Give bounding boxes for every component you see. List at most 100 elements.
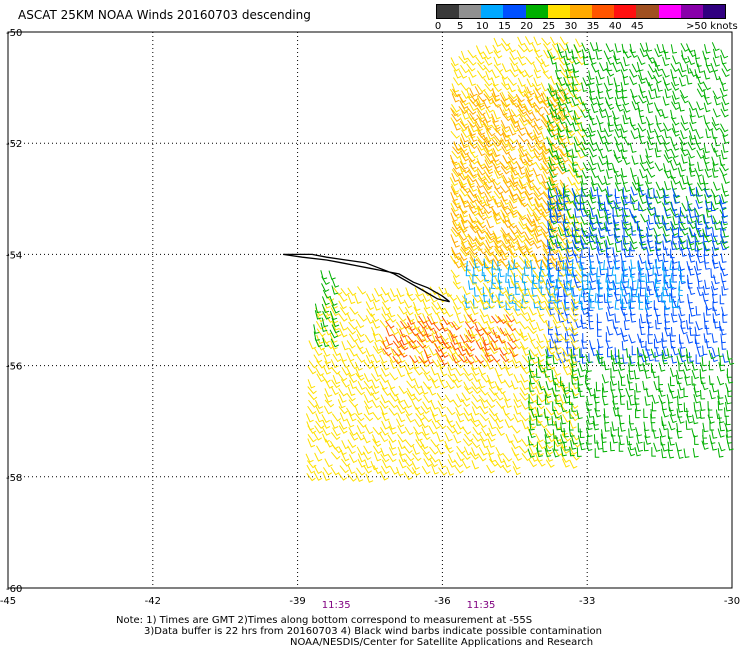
wind-barb	[566, 223, 576, 233]
wind-barb	[597, 103, 606, 113]
wind-barb	[596, 440, 603, 450]
wind-barb	[460, 152, 470, 162]
wind-barb	[613, 77, 621, 87]
wind-barb	[536, 333, 544, 344]
wind-barb	[518, 287, 528, 297]
wind-barb	[663, 267, 669, 277]
wind-barb	[533, 298, 539, 309]
wind-barb	[572, 122, 580, 132]
wind-barb	[453, 374, 463, 383]
wind-barb	[348, 454, 358, 464]
wind-barb	[560, 414, 567, 425]
wind-barb	[538, 271, 544, 282]
wind-barb	[565, 122, 572, 133]
wind-barb	[604, 188, 613, 198]
wind-barb	[581, 82, 588, 92]
wind-barb	[536, 322, 544, 332]
wind-barb	[546, 128, 556, 138]
wind-barb	[573, 182, 583, 191]
wind-barb	[467, 49, 477, 59]
wind-barb	[452, 347, 462, 357]
wind-barb	[413, 386, 424, 396]
legend-tick-label: 15	[498, 21, 511, 32]
wind-barb	[560, 445, 570, 454]
wind-barb	[412, 393, 422, 402]
wind-barb	[459, 161, 469, 170]
wind-barb	[462, 286, 471, 296]
wind-barb	[613, 136, 623, 146]
wind-barb	[507, 142, 516, 152]
wind-barb	[722, 280, 729, 291]
wind-barb	[470, 366, 480, 376]
wind-barb	[533, 101, 544, 111]
wind-barb	[536, 340, 546, 350]
wind-barb	[458, 93, 467, 103]
wind-barb	[696, 347, 704, 358]
wind-barb	[428, 386, 437, 396]
wind-barb	[587, 161, 597, 171]
wind-barb	[306, 464, 316, 474]
wind-barb	[623, 320, 630, 331]
wind-barb	[469, 300, 479, 310]
wind-barb	[597, 287, 604, 297]
legend-tick-label: 0	[434, 21, 442, 32]
wind-barb	[475, 216, 485, 226]
wind-barb	[543, 388, 552, 399]
wind-barb	[494, 381, 503, 391]
wind-barb	[636, 346, 644, 357]
wind-barb	[659, 428, 666, 438]
wind-barb	[540, 146, 550, 155]
wind-barb	[347, 439, 357, 448]
wind-barb	[491, 138, 502, 147]
wind-barb	[628, 440, 635, 451]
wind-barb	[644, 299, 650, 310]
wind-barb	[569, 314, 579, 323]
wind-barb	[535, 385, 544, 395]
wind-barb	[404, 306, 414, 316]
wind-barb	[388, 354, 397, 364]
wind-barb	[459, 214, 468, 224]
wind-barb	[396, 313, 407, 323]
wind-barb	[314, 303, 322, 314]
wind-barb	[517, 99, 526, 109]
wind-barb	[346, 340, 356, 349]
wind-barb	[623, 227, 629, 238]
wind-barb	[687, 202, 696, 212]
wind-barb	[654, 278, 660, 289]
wind-barb	[430, 366, 439, 376]
wind-barb	[371, 379, 380, 389]
wind-barb	[546, 181, 555, 191]
wind-barb	[472, 373, 481, 383]
wind-barb	[491, 315, 501, 324]
wind-barb	[535, 368, 541, 378]
wind-barb	[579, 96, 587, 106]
wind-barb	[485, 45, 494, 55]
wind-barb	[460, 50, 469, 61]
wind-barb	[610, 368, 616, 378]
wind-barb	[329, 296, 338, 306]
wind-barb	[467, 119, 477, 128]
wind-barb	[590, 175, 598, 186]
wind-barb	[517, 105, 527, 115]
wind-barb	[605, 155, 613, 165]
wind-barb	[622, 187, 628, 197]
wind-barb	[469, 112, 479, 122]
wind-barb	[695, 338, 702, 349]
wind-barb	[563, 227, 571, 238]
wind-barb	[512, 294, 522, 303]
wind-barb	[380, 453, 390, 463]
wind-barb	[587, 306, 593, 317]
wind-barb	[513, 259, 518, 270]
wind-barb	[535, 139, 544, 149]
wind-barb	[533, 120, 543, 130]
wind-barb	[628, 362, 634, 372]
wind-barb	[459, 334, 469, 344]
wind-barb	[688, 285, 696, 296]
wind-barb	[474, 86, 484, 95]
wind-barb	[395, 394, 404, 403]
wind-barb	[721, 68, 730, 78]
wind-barb	[678, 306, 686, 317]
wind-barb	[601, 429, 607, 439]
wind-barb	[354, 361, 363, 371]
wind-barb	[560, 446, 567, 457]
